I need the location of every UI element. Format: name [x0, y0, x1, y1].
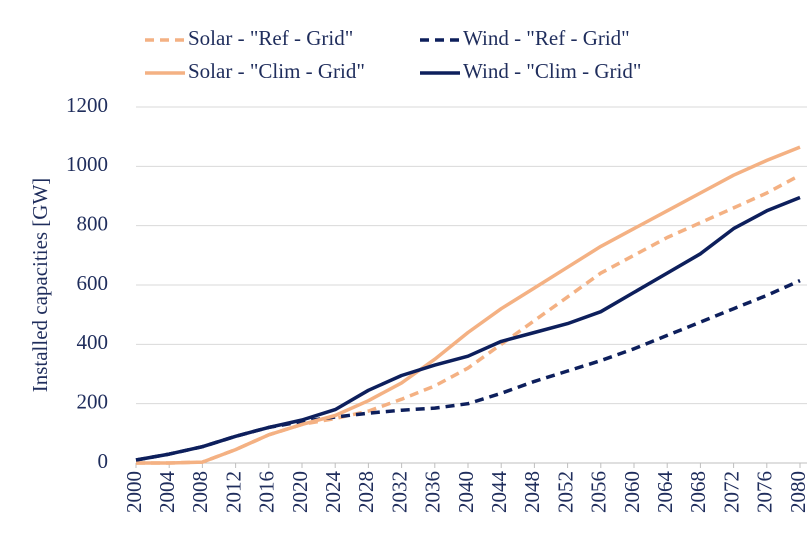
x-tick-label: 2016 [255, 471, 279, 513]
x-tick-label: 2008 [188, 471, 212, 513]
x-tick-label: 2060 [620, 471, 644, 513]
x-tick-label: 2056 [587, 471, 611, 513]
line-series [136, 173, 801, 465]
y-tick-label: 600 [77, 271, 109, 295]
legend-label: Wind - "Ref - Grid" [463, 26, 630, 50]
y-axis-label: Installed capacities [GW] [28, 178, 52, 393]
x-tick-label: 2044 [487, 471, 511, 514]
x-tick-label: 2072 [719, 471, 743, 513]
line-series [135, 195, 801, 462]
y-tick-label: 400 [77, 330, 109, 354]
legend-label: Solar - "Clim - Grid" [188, 59, 365, 83]
x-tick-label: 2064 [653, 471, 677, 514]
x-tick-label: 2068 [686, 471, 710, 513]
x-tick-label: 2080 [786, 471, 807, 513]
x-tick-label: 2040 [454, 471, 478, 513]
x-tick-label: 2048 [520, 471, 544, 513]
x-tick-label: 2004 [155, 471, 179, 514]
x-tick-label: 2028 [354, 471, 378, 513]
y-tick-label: 1200 [66, 93, 108, 117]
y-tick-label: 200 [77, 389, 109, 413]
y-tick-label: 0 [98, 449, 109, 473]
legend-label: Solar - "Ref - Grid" [188, 26, 353, 50]
x-tick-label: 2036 [421, 471, 445, 513]
x-tick-label: 2052 [553, 471, 577, 513]
x-tick-label: 2000 [122, 471, 146, 513]
x-tick-label: 2024 [321, 471, 345, 514]
legend-label: Wind - "Clim - Grid" [463, 59, 641, 83]
x-tick-label: 2032 [387, 471, 411, 513]
x-tick-label: 2012 [221, 471, 245, 513]
x-tick-label: 2020 [288, 471, 312, 513]
y-tick-label: 800 [77, 211, 109, 235]
y-tick-label: 1000 [66, 152, 108, 176]
line-series [136, 145, 801, 465]
x-tick-label: 2076 [753, 471, 777, 513]
